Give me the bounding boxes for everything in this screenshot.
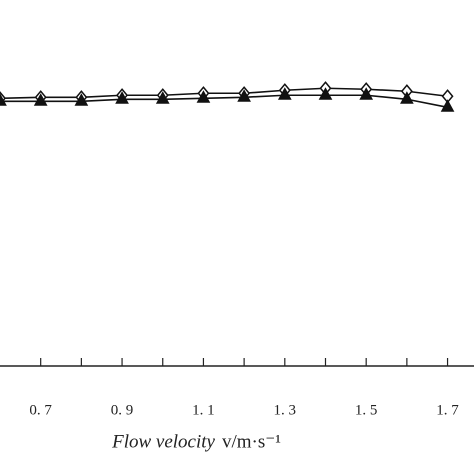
marker xyxy=(33,93,48,106)
marker xyxy=(277,87,292,100)
marker xyxy=(237,89,251,102)
x-tick-label: 1. 3 xyxy=(274,402,297,418)
x-tick-label: 1. 1 xyxy=(192,402,215,418)
x-axis-unit: v/m·s⁻¹ xyxy=(222,431,281,452)
marker xyxy=(115,91,129,104)
x-tick-label: 0. 7 xyxy=(29,402,52,418)
marker xyxy=(318,87,333,100)
marker xyxy=(359,87,374,100)
x-tick-label: 1. 5 xyxy=(355,402,378,418)
series-line xyxy=(0,87,448,100)
x-axis-label: Flow velocity xyxy=(111,431,215,452)
x-tick-label: 1. 7 xyxy=(436,402,459,418)
marker xyxy=(440,99,455,112)
marker xyxy=(74,93,89,106)
series-line xyxy=(0,94,448,109)
x-tick-label: 0. 9 xyxy=(111,402,134,418)
marker xyxy=(155,91,170,104)
marker xyxy=(196,90,211,103)
marker xyxy=(400,91,414,104)
marker xyxy=(0,93,7,106)
